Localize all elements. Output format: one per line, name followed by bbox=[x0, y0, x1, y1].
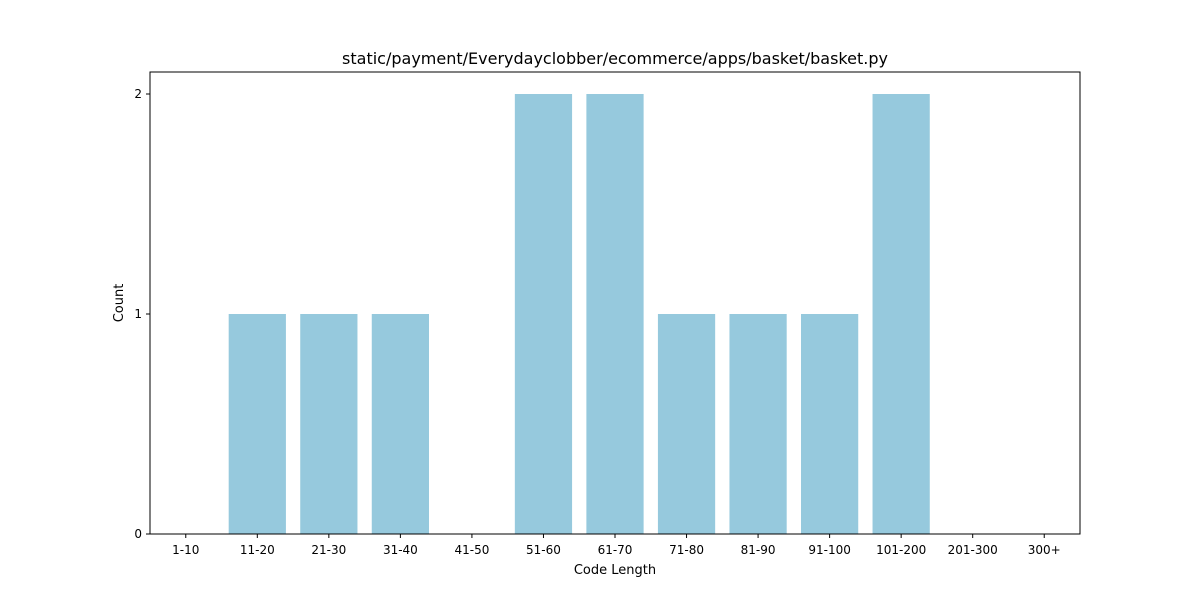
y-axis-label: Count bbox=[112, 284, 127, 323]
x-tick-label: 71-80 bbox=[669, 543, 704, 557]
x-tick-label: 101-200 bbox=[876, 543, 926, 557]
x-axis: 1-10 11-20 21-30 31-40 41-50 51-60 61-70 71-80 8… bbox=[172, 534, 1061, 557]
bars-group bbox=[228, 94, 930, 534]
x-tick-label: 31-40 bbox=[383, 543, 418, 557]
bar-71-80 bbox=[657, 314, 716, 534]
chart-title: static/payment/Everydayclobber/ecommerce… bbox=[342, 49, 888, 68]
bar-51-60 bbox=[514, 94, 573, 534]
x-tick-label: 1-10 bbox=[172, 543, 199, 557]
x-tick-label: 11-20 bbox=[240, 543, 275, 557]
y-tick-label: 0 bbox=[134, 527, 142, 541]
y-tick-label: 2 bbox=[134, 87, 142, 101]
bar-101-200 bbox=[872, 94, 930, 534]
x-axis-label: Code Length bbox=[574, 563, 656, 578]
x-tick-label: 21-30 bbox=[311, 543, 346, 557]
bar-91-100 bbox=[801, 314, 859, 534]
x-tick-label: 41-50 bbox=[454, 543, 489, 557]
x-tick-label: 61-70 bbox=[598, 543, 633, 557]
y-tick-label: 1 bbox=[134, 307, 142, 321]
y-axis: 0 1 2 bbox=[134, 87, 150, 541]
bar-21-30 bbox=[300, 314, 358, 534]
bar-81-90 bbox=[729, 314, 787, 534]
x-tick-label: 91-100 bbox=[808, 543, 851, 557]
bar-31-40 bbox=[371, 314, 429, 534]
x-tick-label: 201-300 bbox=[948, 543, 998, 557]
x-tick-label: 300+ bbox=[1028, 543, 1061, 557]
x-tick-label: 51-60 bbox=[526, 543, 561, 557]
bar-61-70 bbox=[586, 94, 644, 534]
bar-11-20 bbox=[228, 314, 286, 534]
x-tick-label: 81-90 bbox=[741, 543, 776, 557]
